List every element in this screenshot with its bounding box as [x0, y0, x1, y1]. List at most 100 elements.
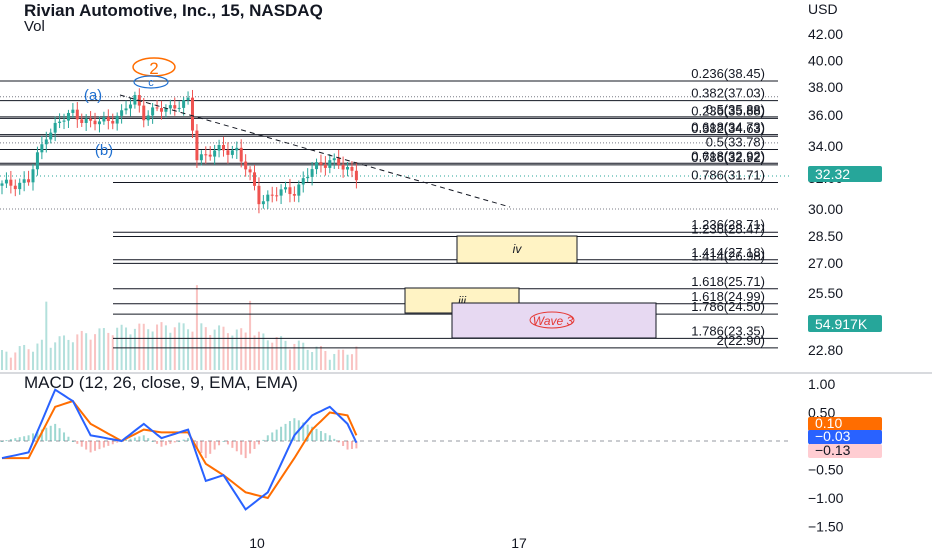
- histogram-bar: [27, 435, 30, 441]
- candle-body: [199, 154, 203, 161]
- currency-label: USD: [808, 1, 838, 17]
- histogram-bar: [275, 429, 278, 441]
- candle-body: [319, 162, 323, 165]
- candle-body: [306, 176, 310, 179]
- candle-body: [217, 144, 221, 151]
- volume-bar: [235, 329, 238, 370]
- volume-bar: [200, 323, 203, 370]
- wave-c-label: c: [148, 77, 154, 89]
- histogram-bar: [346, 441, 349, 450]
- volume-bar: [306, 349, 309, 370]
- volume-badge-bg: [808, 315, 882, 332]
- candle-body: [93, 120, 97, 125]
- dashed-trendline: [119, 94, 511, 208]
- fib-level-label: 0.236(38.45): [691, 66, 765, 81]
- histogram-bar: [311, 426, 314, 441]
- histogram-bar: [94, 441, 97, 451]
- candle-body: [27, 179, 31, 183]
- fib-level-label: 0.382(37.03): [691, 86, 765, 101]
- volume-bar: [191, 331, 194, 370]
- candle-body: [297, 184, 301, 196]
- volume-bar: [240, 328, 243, 370]
- candle-body: [75, 109, 79, 120]
- fib-level-label: 1.786(24.50): [691, 299, 765, 314]
- volume-bar: [23, 344, 26, 370]
- histogram-bar: [266, 435, 269, 441]
- candle-body: [159, 108, 163, 112]
- histogram-bar: [85, 441, 88, 450]
- volume-bar: [14, 352, 17, 370]
- macd-tick-label: 0.50: [808, 405, 835, 421]
- candle-body: [279, 189, 283, 196]
- volume-bar: [58, 336, 61, 370]
- volume-bar: [257, 331, 260, 370]
- candle-body: [346, 166, 350, 170]
- histogram-bar: [76, 441, 79, 444]
- volume-bars: [1, 285, 358, 370]
- volume-bar: [333, 353, 336, 370]
- volume-bar: [355, 346, 358, 370]
- candle-body: [186, 97, 190, 101]
- volume-bar: [138, 323, 141, 370]
- volume-bar: [120, 324, 123, 370]
- histogram-bar: [160, 441, 163, 447]
- candle-body: [350, 166, 354, 171]
- price-tick-label: 30.00: [808, 201, 843, 217]
- volume-bar: [151, 331, 154, 370]
- wave-c-circle: [133, 75, 169, 89]
- histogram-bar: [173, 441, 176, 443]
- volume-bar: [262, 333, 265, 370]
- signal-badge: 0.10: [815, 415, 842, 431]
- histogram-bar: [67, 436, 70, 441]
- histogram-bar: [195, 441, 198, 449]
- histogram-bar: [319, 431, 322, 441]
- candle-body: [0, 183, 4, 186]
- histogram-bar: [111, 441, 114, 445]
- candle-body: [155, 107, 159, 109]
- candle-body: [253, 172, 257, 186]
- histogram-bar: [58, 428, 61, 441]
- histogram-bar: [257, 441, 260, 445]
- candle-body: [284, 187, 288, 190]
- volume-bar: [328, 359, 331, 370]
- candle-body: [124, 108, 128, 111]
- volume-bar: [275, 337, 278, 370]
- volume-bar: [32, 351, 35, 370]
- macd-badge: −0.03: [815, 428, 851, 444]
- price-badge: 32.32: [815, 166, 850, 182]
- volume-bar: [156, 324, 159, 370]
- candle-body: [341, 164, 345, 170]
- candle-body: [337, 158, 341, 165]
- time-tick-label: 17: [511, 535, 527, 550]
- volume-bar: [1, 350, 3, 370]
- macd-tick-label: −1.50: [808, 519, 844, 535]
- histogram-bar: [71, 441, 74, 442]
- price-tick-label: 42.00: [808, 26, 843, 42]
- fib-level-label: 0.618(32.92): [691, 148, 765, 163]
- volume-bar: [80, 330, 83, 370]
- candle-body: [35, 152, 39, 170]
- candle-body: [111, 120, 115, 124]
- candle-body: [168, 105, 172, 109]
- volume-bar: [111, 335, 114, 370]
- histogram-bar: [116, 441, 119, 443]
- candle-body: [164, 108, 168, 112]
- iv-zone-box: [456, 235, 578, 264]
- candle-body: [190, 97, 194, 131]
- volume-bar: [54, 342, 57, 370]
- volume-bar: [195, 285, 198, 370]
- volume-bar: [147, 329, 150, 370]
- volume-bar: [350, 354, 353, 370]
- volume-bar: [226, 333, 229, 370]
- candle-body: [292, 194, 296, 196]
- histogram-bar: [213, 441, 216, 450]
- candle-body: [301, 178, 305, 185]
- histogram-bar: [218, 441, 221, 446]
- volume-bar: [129, 334, 132, 370]
- histogram-bar: [328, 435, 331, 441]
- price-tick-label: 27.00: [808, 255, 843, 271]
- histogram-bar: [182, 439, 185, 441]
- candle-body: [257, 185, 261, 205]
- candle-body: [310, 169, 314, 177]
- volume-bar: [94, 334, 97, 370]
